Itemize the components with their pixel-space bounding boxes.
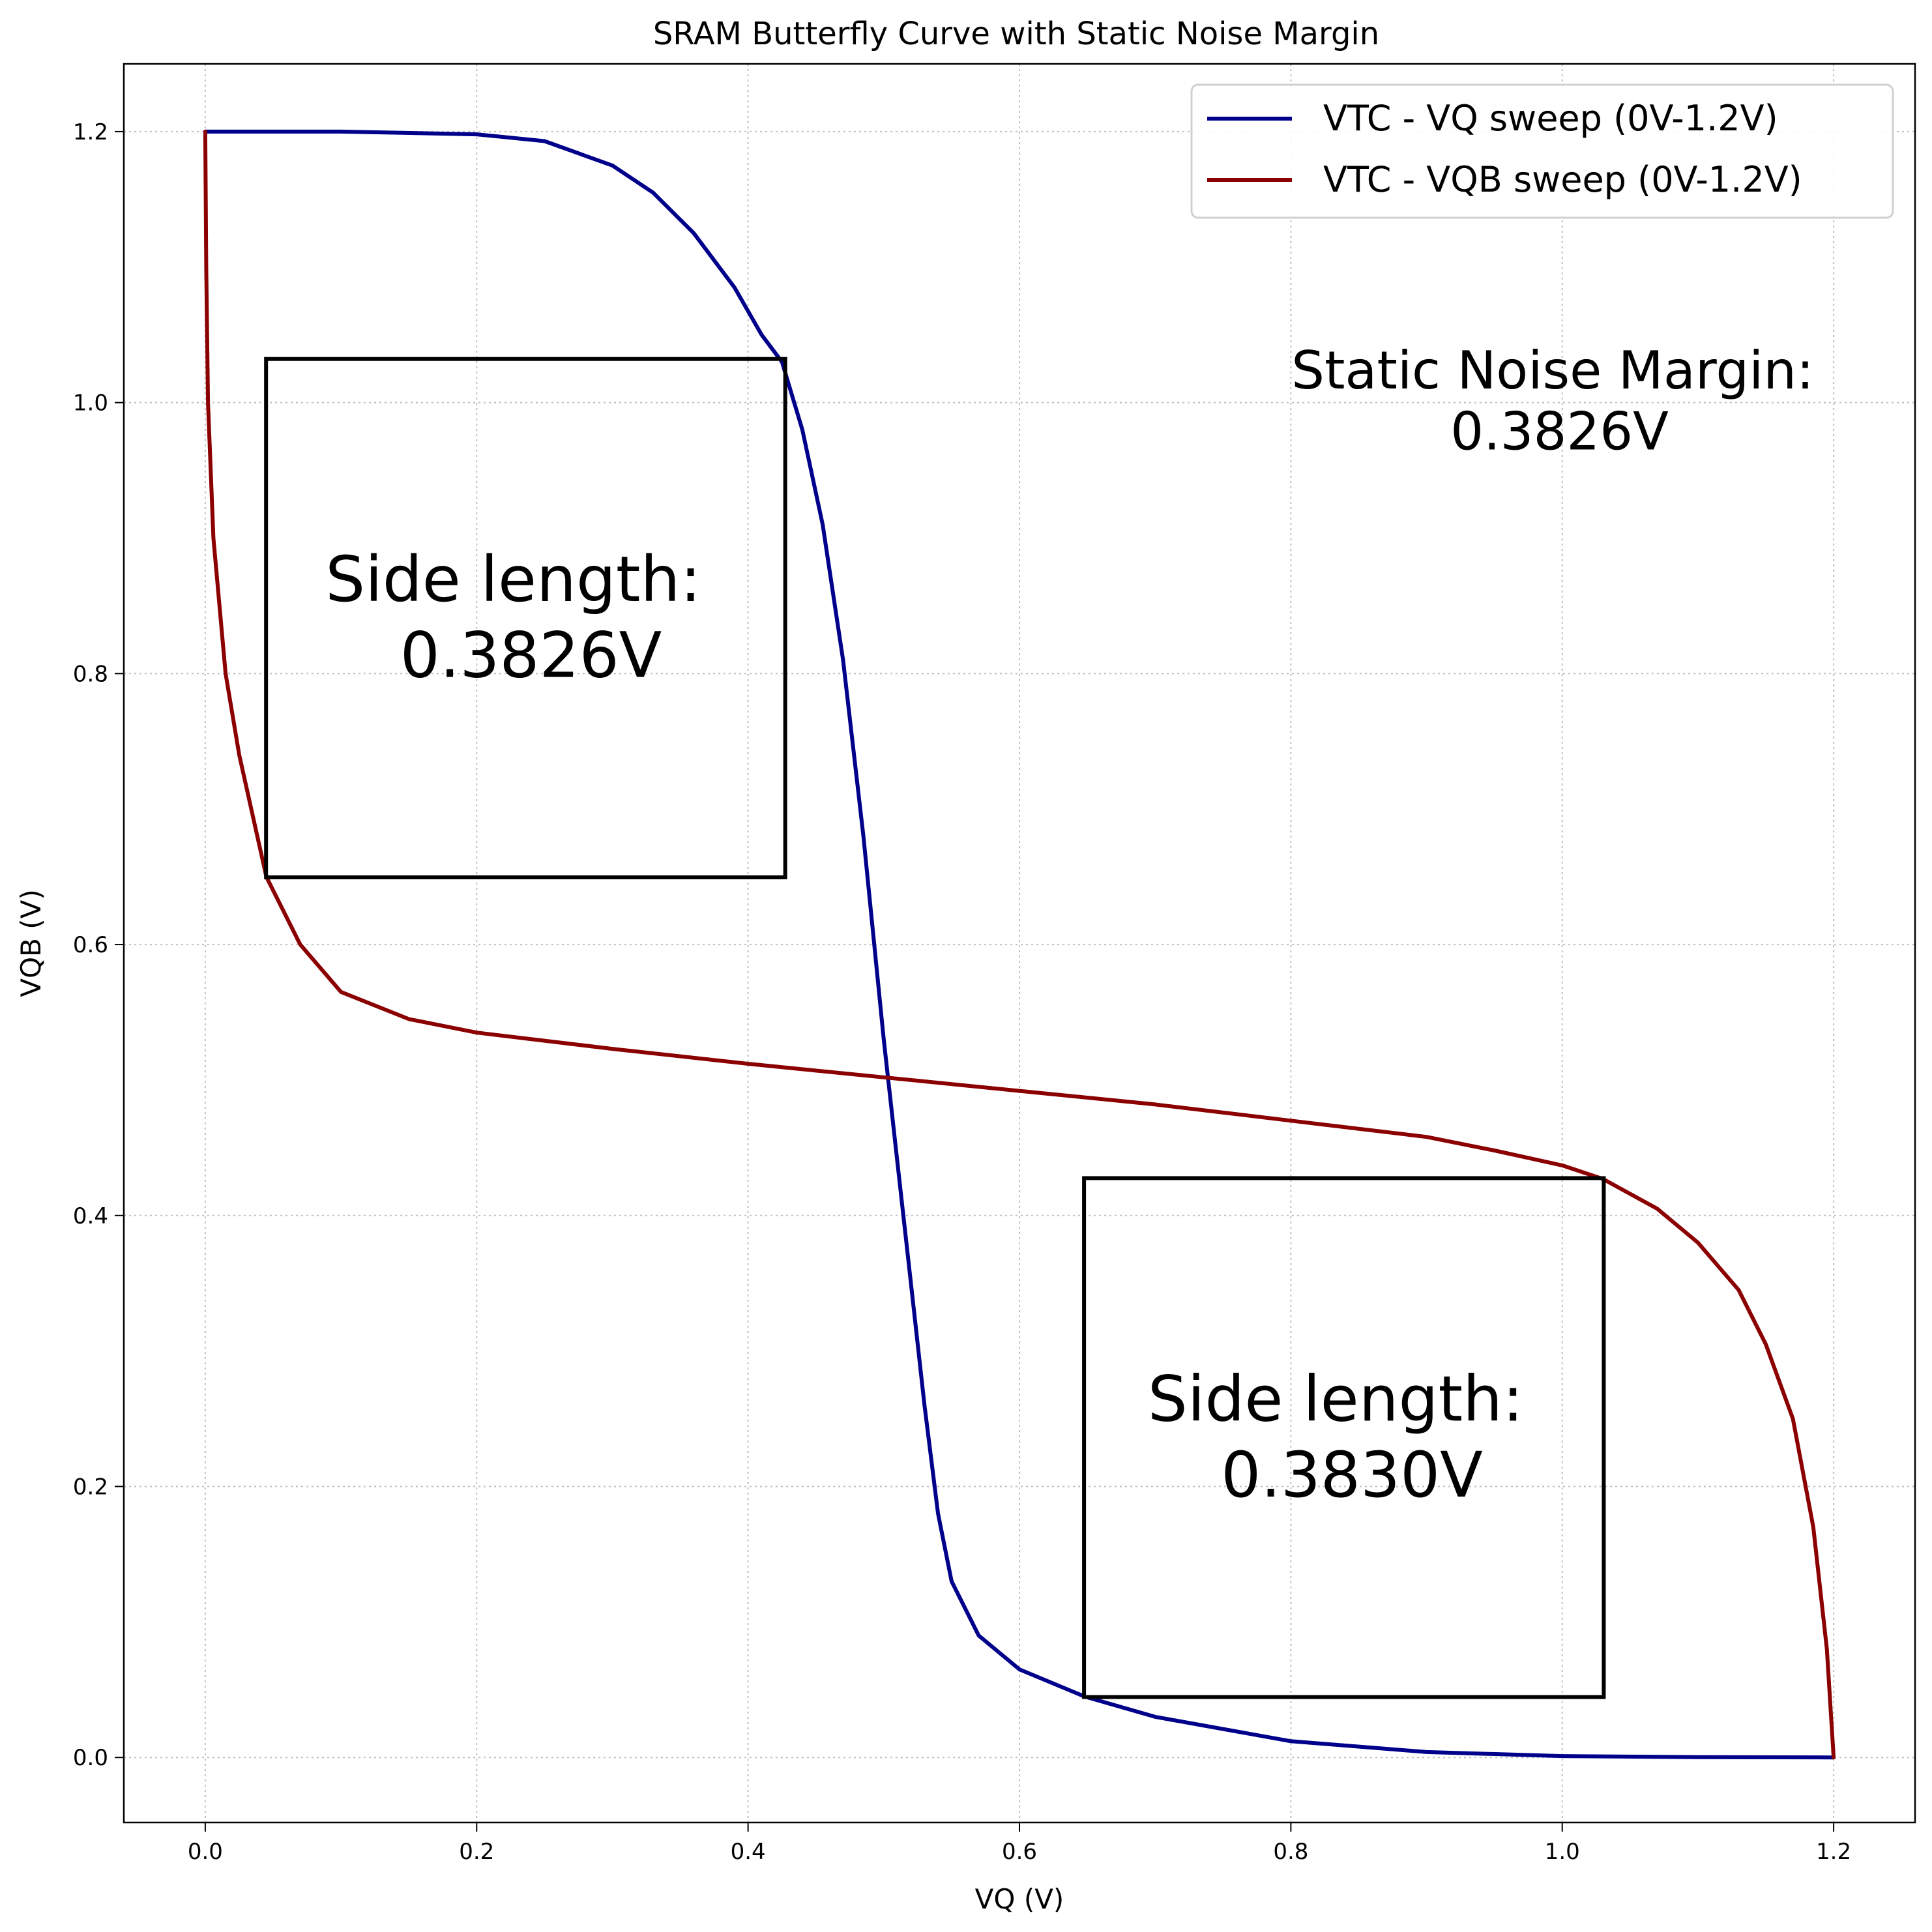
x-tick-label: 1.2 bbox=[1816, 1839, 1851, 1865]
noise-margin-box-2 bbox=[1082, 1176, 1606, 1699]
x-tick-label: 0.2 bbox=[459, 1839, 494, 1865]
y-tick-label: 1.0 bbox=[73, 390, 108, 417]
noise-margin-box-1 bbox=[264, 357, 787, 879]
legend-label-1: VTC - VQ sweep (0V-1.2V) bbox=[1323, 98, 1778, 139]
axis-ticks: 0.0 0.2 0.4 0.6 0.8 1.0 1.2 0.0 0.2 0.4 0.6 0.8 1.0 1… bbox=[73, 119, 1851, 1865]
box-label-value-1: 0.3826V bbox=[400, 619, 662, 692]
y-tick-label: 1.2 bbox=[73, 119, 108, 145]
x-tick-label: 0.6 bbox=[1002, 1839, 1037, 1865]
box-label-title-2: Side length: bbox=[1148, 1363, 1523, 1436]
x-tick-label: 0.4 bbox=[731, 1839, 766, 1865]
series-line-2 bbox=[203, 129, 1836, 1760]
x-axis-label: VQ (V) bbox=[975, 1883, 1064, 1915]
y-tick-label: 0.4 bbox=[73, 1203, 108, 1229]
y-axis-label: VQB (V) bbox=[15, 889, 47, 997]
y-tick-label: 0.0 bbox=[73, 1745, 108, 1771]
legend: VTC - VQ sweep (0V-1.2V) VTC - VQB sweep … bbox=[1190, 83, 1894, 219]
legend-frame bbox=[1190, 83, 1894, 219]
noise-margin-boxes bbox=[264, 357, 1606, 1699]
box-label-title-1: Side length: bbox=[325, 543, 701, 616]
y-tick-label: 0.2 bbox=[73, 1474, 108, 1500]
snm-annotation-value: 0.3826V bbox=[1450, 401, 1669, 461]
chart-title: SRAM Butterfly Curve with Static Noise M… bbox=[653, 16, 1379, 52]
x-tick-label: 1.0 bbox=[1545, 1839, 1580, 1865]
snm-annotation-title: Static Noise Margin: bbox=[1291, 340, 1814, 401]
x-tick-label: 0.0 bbox=[188, 1839, 223, 1865]
x-tick-label: 0.8 bbox=[1273, 1839, 1308, 1865]
series-line-1 bbox=[203, 129, 1836, 1760]
y-tick-label: 0.6 bbox=[73, 932, 108, 958]
legend-label-2: VTC - VQB sweep (0V-1.2V) bbox=[1323, 159, 1802, 200]
y-tick-label: 0.8 bbox=[73, 661, 108, 687]
series-layer bbox=[203, 129, 1836, 1760]
box-label-value-2: 0.3830V bbox=[1221, 1439, 1483, 1512]
